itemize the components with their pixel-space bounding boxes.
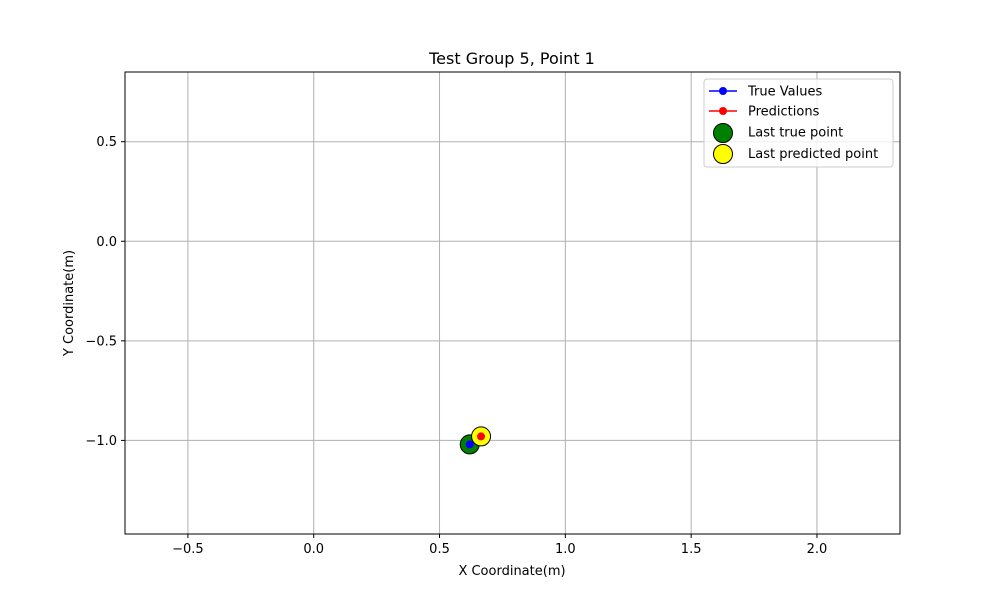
x-tick-label: 2.0: [807, 542, 828, 557]
y-axis-label: Y Coordinate(m): [62, 250, 77, 357]
y-tick-label: 0.5: [96, 135, 117, 150]
y-tick-label: 0.0: [96, 235, 117, 250]
data-marks: [459, 426, 492, 455]
x-tick-label: 1.5: [681, 542, 702, 557]
x-tick-label: 1.0: [555, 542, 576, 557]
legend-last-true-marker: [713, 123, 733, 143]
legend: True Values Predictions Last true point …: [703, 78, 894, 168]
x-tick-label: 0.0: [303, 542, 324, 557]
legend-true-marker: [719, 87, 727, 95]
legend-box: [703, 78, 894, 168]
x-tick-label: −0.5: [172, 542, 204, 557]
legend-last-pred-marker: [713, 144, 733, 164]
y-tick-label: −0.5: [85, 334, 117, 349]
axis-ticks: −0.5 0.0 0.5 1.0 1.5 2.0 0.5 0.0 −0.5 −1.0: [85, 135, 827, 557]
plot-frame: [124, 71, 901, 535]
true-value-point: [465, 440, 474, 449]
legend-label-last-true-point: Last true point: [748, 126, 843, 141]
x-axis-label: X Coordinate(m): [458, 564, 565, 579]
legend-label-predictions: Predictions: [748, 105, 820, 120]
legend-pred-marker: [719, 107, 727, 115]
prediction-point: [477, 432, 486, 441]
x-tick-label: 0.5: [429, 542, 450, 557]
legend-label-last-predicted-point: Last predicted point: [748, 147, 878, 162]
y-tick-label: −1.0: [85, 434, 117, 449]
chart-title: Test Group 5, Point 1: [428, 49, 595, 68]
legend-label-true-values: True Values: [747, 85, 822, 100]
